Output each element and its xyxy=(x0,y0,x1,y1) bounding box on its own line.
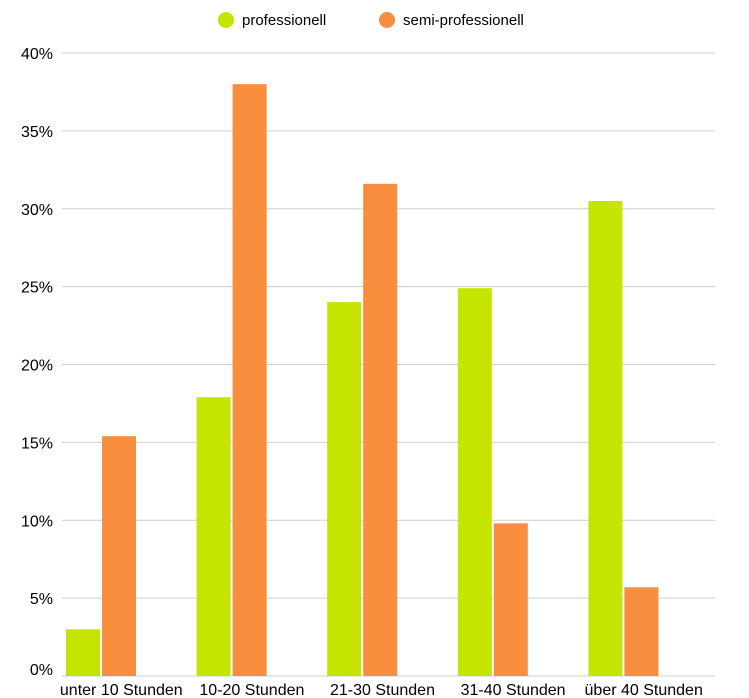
y-tick-label: 20% xyxy=(21,358,53,375)
y-tick-label: 30% xyxy=(21,202,53,219)
bar-professionell-1 xyxy=(196,397,231,676)
y-tick-label: 25% xyxy=(21,280,53,297)
y-tick-label: 0% xyxy=(30,662,53,679)
legend-label: professionell xyxy=(242,12,326,29)
bar-professionell-2 xyxy=(327,302,362,676)
y-tick-label: 40% xyxy=(21,46,53,63)
bar-professionell-4 xyxy=(588,200,623,676)
x-axis-category-labels: unter 10 Stunden 10-20 Stunden 21-30 Stund… xyxy=(60,682,703,698)
bar-semi-professionell-0 xyxy=(102,436,136,676)
bar-professionell-0 xyxy=(66,629,100,676)
bars xyxy=(66,84,659,676)
legend-swatch-professionell xyxy=(218,12,234,28)
x-category-label: 31-40 Stunden xyxy=(461,682,566,698)
y-tick-label: 5% xyxy=(30,591,53,608)
legend: professionell semi-professionell xyxy=(218,12,524,29)
bar-professionell-3 xyxy=(457,288,492,676)
x-category-label: 10-20 Stunden xyxy=(199,682,304,698)
x-category-label: unter 10 Stunden xyxy=(60,682,183,698)
y-axis-tick-labels: 0% 5% 10% 15% 20% 25% 30% 35% 40% xyxy=(21,46,53,679)
x-category-label: über 40 Stunden xyxy=(585,682,703,698)
y-tick-label: 15% xyxy=(21,435,53,452)
y-tick-label: 10% xyxy=(21,513,53,530)
bar-semi-professionell-1 xyxy=(232,84,267,676)
bar-semi-professionell-3 xyxy=(493,523,528,676)
bar-semi-professionell-2 xyxy=(363,183,398,676)
x-category-label: 21-30 Stunden xyxy=(330,682,435,698)
y-tick-label: 35% xyxy=(21,124,53,141)
legend-label: semi-professionell xyxy=(403,12,524,29)
bar-semi-professionell-4 xyxy=(624,587,659,676)
legend-swatch-semi-professionell xyxy=(379,12,395,28)
